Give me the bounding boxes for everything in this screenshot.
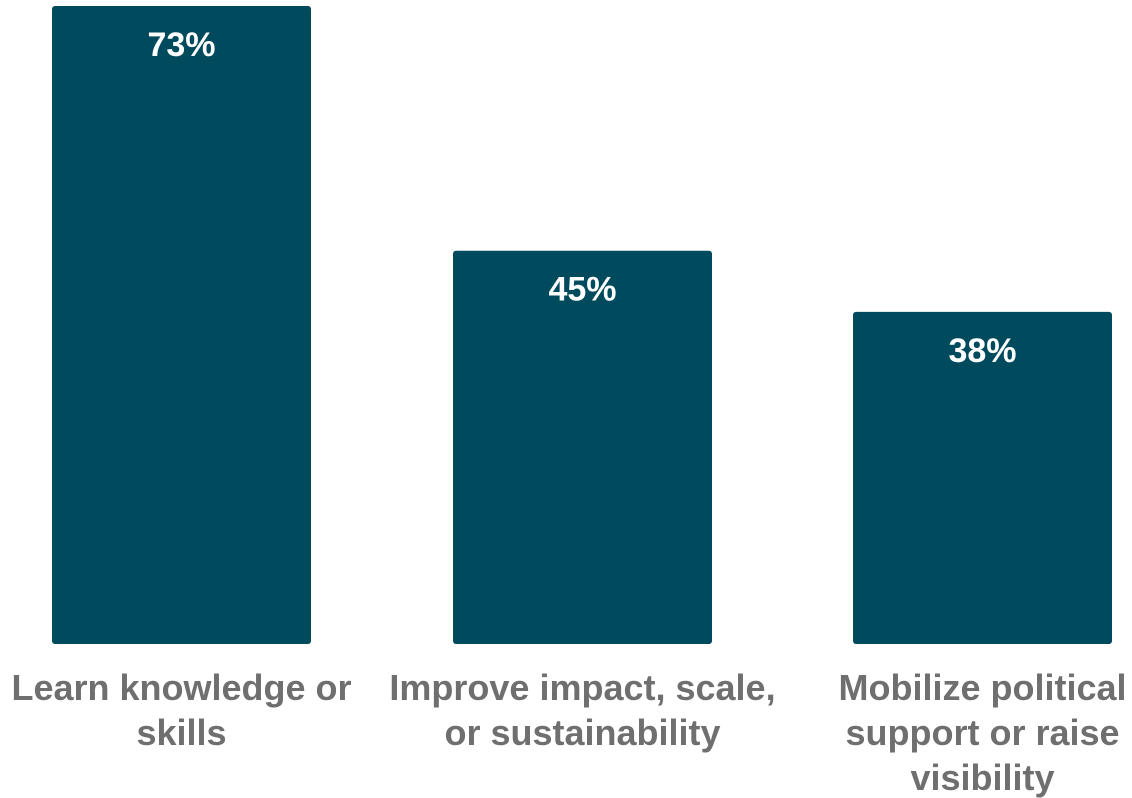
bar-value-label: 45% bbox=[548, 271, 616, 309]
category-label-line: Improve impact, scale, bbox=[389, 667, 775, 708]
bar bbox=[853, 311, 1112, 644]
category-label: Learn knowledge or skills bbox=[11, 667, 351, 753]
category-label-line: visibility bbox=[910, 757, 1054, 798]
bars-layer bbox=[52, 6, 1112, 644]
bar bbox=[52, 6, 311, 644]
category-label: Improve impact, scale, or sustainability bbox=[389, 667, 775, 753]
category-labels-layer: Learn knowledge or skills Improve impact, … bbox=[11, 667, 1126, 798]
category-label-line: skills bbox=[136, 712, 226, 753]
bar bbox=[453, 250, 712, 644]
value-labels-layer: 73% 45% 38% bbox=[147, 26, 1016, 370]
category-label-line: support or raise bbox=[845, 712, 1119, 753]
category-label: Mobilize political support or raise visibi… bbox=[838, 667, 1126, 798]
bar-value-label: 73% bbox=[147, 26, 215, 64]
category-label-line: or sustainability bbox=[444, 712, 720, 753]
bar-value-label: 38% bbox=[948, 332, 1016, 370]
category-label-line: Learn knowledge or bbox=[11, 667, 351, 708]
category-label-line: Mobilize political bbox=[838, 667, 1126, 708]
